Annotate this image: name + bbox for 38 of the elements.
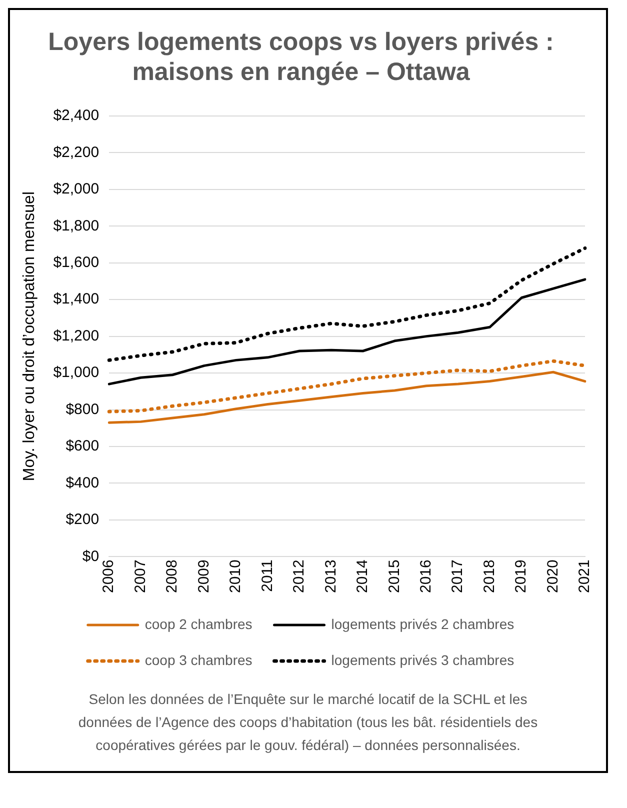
- legend-label: coop 2 chambres: [144, 616, 252, 632]
- x-tick-label: 2008: [164, 560, 181, 594]
- y-tick-label: $1,800: [53, 217, 100, 234]
- x-tick-label: 2017: [449, 560, 466, 594]
- x-tick-label: 2016: [418, 560, 434, 594]
- line-series: [107, 246, 587, 362]
- y-axis-title: Moy. loyer ou droit d’occupation mensuel: [21, 191, 38, 482]
- text: Selon les données de l’Enquête sur le marché locatif de la SCHL et les données de l’Agence des coops d’habitation (tous les bât. résidentiels des coopératives gérées par le gouv. fédéral) – données personnalisées.: [77, 690, 539, 755]
- legend-label: logements privés 3 chambres: [331, 652, 514, 668]
- y-tick-label: $2,000: [53, 180, 100, 198]
- line-series: [107, 359, 587, 414]
- x-tick-label: 2013: [322, 560, 340, 594]
- y-tick-label: $1,000: [53, 364, 100, 382]
- chart-title: Loyers logements coops vs loyers privés : maisons en rangée – Ottawa: [48, 28, 554, 86]
- legend-label: coop 3 chambres: [144, 652, 252, 668]
- x-tick-label: 2015: [386, 560, 403, 594]
- x-tick-label: 2006: [100, 560, 118, 594]
- x-tick-label: 2014: [354, 560, 372, 594]
- x-tick-label: 2010: [227, 560, 244, 594]
- y-tick-label: $2,400: [53, 107, 100, 124]
- x-tick-label: 2021: [576, 560, 594, 594]
- x-tick-label: 2020: [544, 560, 562, 594]
- y-tick-label: $1,400: [53, 290, 100, 308]
- y-tick-label: $800: [66, 400, 100, 418]
- y-tick-label: $1,200: [53, 327, 100, 344]
- y-tick-label: $2,200: [53, 144, 100, 161]
- x-tick-label: 2009: [195, 560, 212, 594]
- y-tick-label: $0: [82, 548, 100, 565]
- x-tick-label: 2012: [290, 560, 308, 594]
- y-tick-label: $600: [66, 438, 100, 455]
- legend-label: logements privés 2 chambres: [331, 616, 514, 632]
- x-tick-label: 2007: [132, 560, 149, 594]
- x-tick-label: 2019: [512, 560, 530, 594]
- y-tick-label: $1,600: [53, 254, 100, 272]
- y-tick-label: $400: [66, 474, 100, 492]
- y-tick-label: $200: [66, 511, 100, 528]
- x-tick-label: 2018: [480, 560, 498, 594]
- x-tick-label: 2011: [258, 560, 276, 592]
